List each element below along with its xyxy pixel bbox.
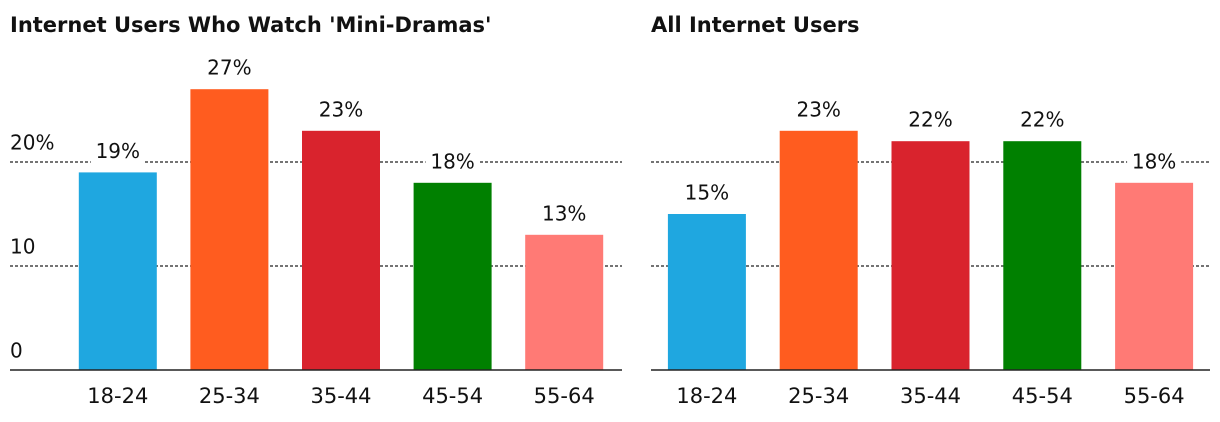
label-background xyxy=(202,57,257,82)
x-tick-label: 55-64 xyxy=(534,384,595,408)
bar xyxy=(302,130,380,370)
x-tick-label: 45-54 xyxy=(1012,384,1073,408)
value-label: 27% xyxy=(207,56,251,80)
y-tick-label: 20% xyxy=(10,131,54,155)
value-label: 22% xyxy=(908,108,952,132)
label-background xyxy=(679,182,734,206)
x-tick-label: 45-54 xyxy=(422,384,483,408)
x-tick-label: 18-24 xyxy=(87,384,148,408)
x-tick-label: 35-44 xyxy=(310,384,371,408)
bar xyxy=(525,234,604,370)
value-label: 18% xyxy=(430,149,474,173)
label-background xyxy=(314,98,368,123)
value-label: 18% xyxy=(1132,149,1176,173)
bar xyxy=(190,89,269,370)
bar xyxy=(1115,182,1194,370)
y-tick-label: 10 xyxy=(10,235,35,259)
label-background xyxy=(425,150,480,175)
bar xyxy=(779,130,858,370)
bar xyxy=(413,182,492,370)
label-background xyxy=(1015,109,1070,134)
x-tick-label: 25-34 xyxy=(199,384,260,408)
x-tick-label: 55-64 xyxy=(1124,384,1185,408)
chart-title: All Internet Users xyxy=(651,13,860,37)
value-label: 15% xyxy=(685,181,729,205)
bar xyxy=(1003,141,1082,370)
x-tick-label: 35-44 xyxy=(900,384,961,408)
label-background xyxy=(903,109,958,134)
x-tick-label: 25-34 xyxy=(788,384,849,408)
label-background xyxy=(1127,150,1182,175)
y-tick-label: 0 xyxy=(10,339,23,363)
label-background xyxy=(90,140,145,165)
chart-title: Internet Users Who Watch 'Mini-Dramas' xyxy=(10,13,491,37)
value-label: 19% xyxy=(96,139,140,163)
label-background xyxy=(791,98,846,123)
value-label: 23% xyxy=(796,97,840,121)
value-label: 23% xyxy=(319,97,363,121)
x-tick-label: 18-24 xyxy=(676,384,737,408)
label-background xyxy=(537,202,592,227)
value-label: 22% xyxy=(1020,108,1064,132)
bar xyxy=(891,141,970,370)
bar xyxy=(667,214,746,370)
value-label: 13% xyxy=(542,201,586,225)
bar xyxy=(78,172,157,370)
